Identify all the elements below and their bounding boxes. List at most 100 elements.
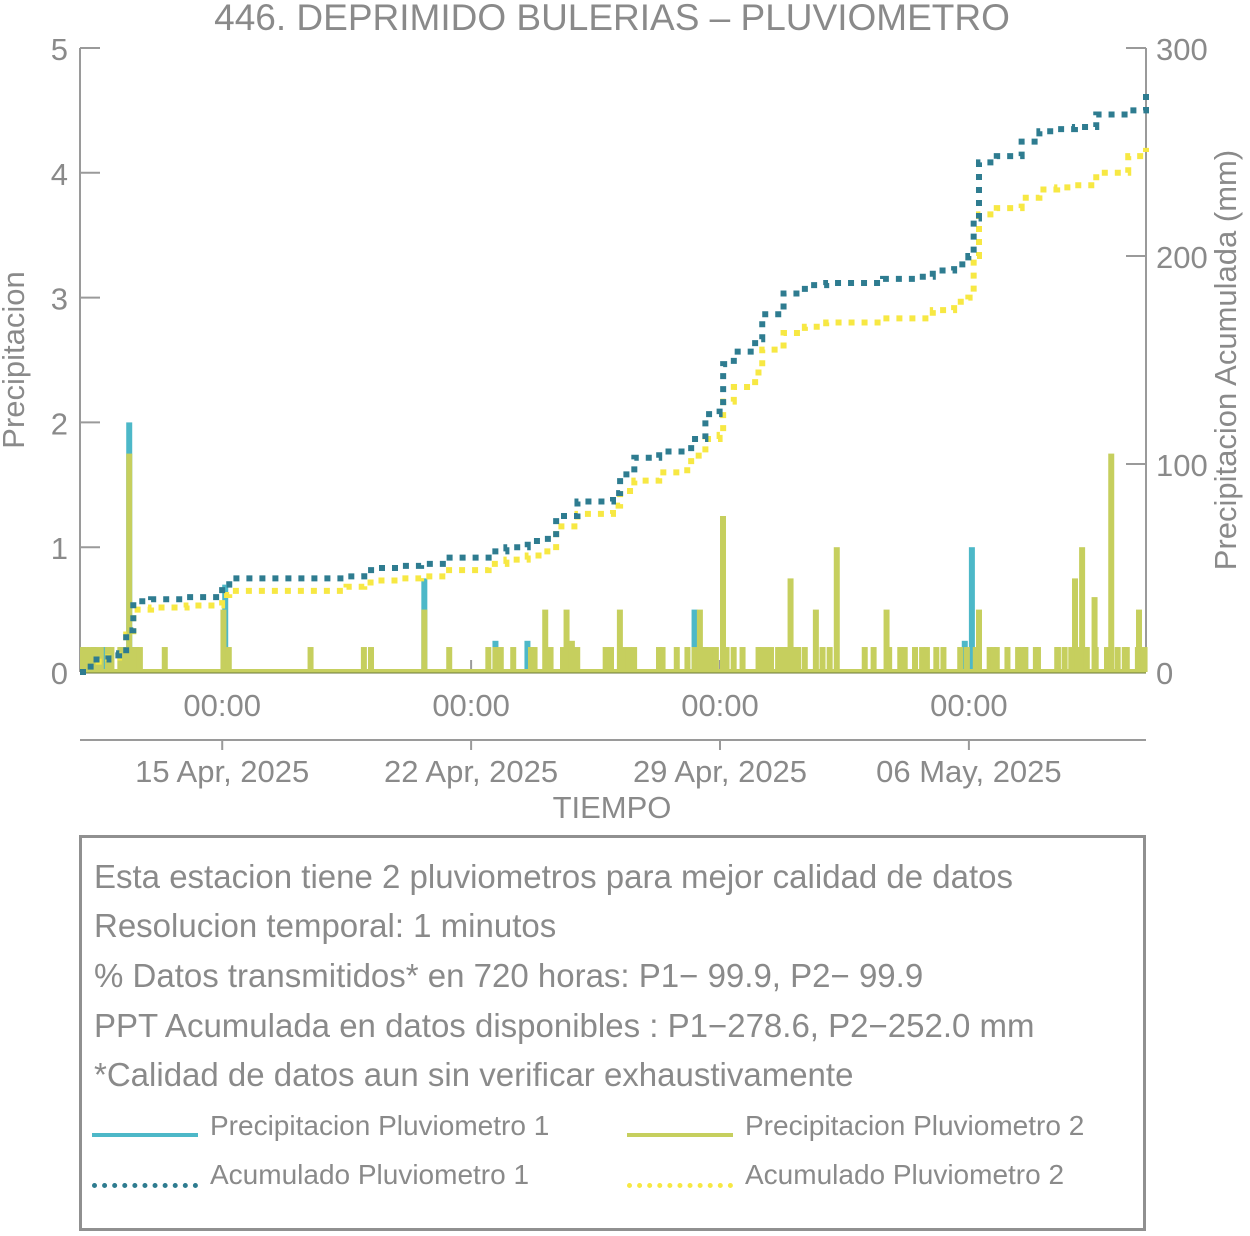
bar-p2	[723, 647, 730, 672]
bar-p1	[524, 640, 531, 672]
bar-p2	[542, 609, 549, 672]
bar-p2	[1141, 647, 1148, 672]
bar-p2	[602, 647, 609, 672]
bar-p2	[368, 647, 374, 672]
bar-p2	[108, 647, 115, 672]
bar-p2	[673, 647, 680, 672]
bar-p2	[1083, 647, 1090, 672]
y2-tick-label: 300	[1156, 32, 1208, 67]
bar-p2	[122, 647, 129, 672]
y-tick-label: 1	[51, 531, 68, 566]
bar-p2	[1022, 647, 1029, 672]
bar-p2	[801, 647, 808, 672]
bar-p2	[691, 647, 698, 672]
x-tick-label-date: 29 Apr, 2025	[633, 754, 807, 789]
series-line-cum-p2	[80, 147, 1149, 675]
legend-label-p2-cum: Acumulado Pluviometro 2	[745, 1159, 1065, 1190]
bar-p2	[620, 647, 627, 672]
bar-p2	[1074, 647, 1081, 672]
bar-p2	[684, 647, 691, 672]
bar-p2	[568, 640, 575, 672]
bar-p2	[986, 647, 993, 672]
note-transmitted: % Datos transmitidos* en 720 horas: P1− …	[94, 957, 924, 994]
bar-p2	[1123, 647, 1130, 672]
bar-p2	[126, 453, 133, 672]
bar-p2	[136, 647, 143, 672]
bar-p2	[768, 647, 774, 672]
bar-p2	[901, 647, 908, 672]
legend-swatch-p2-cum	[627, 1183, 733, 1188]
x-tick-label-time: 00:00	[432, 688, 510, 723]
x-tick-label-time: 00:00	[681, 688, 759, 723]
bar-p2	[80, 647, 86, 672]
bar-p2	[510, 647, 517, 672]
bar-p2	[912, 647, 918, 672]
y-tick-label: 0	[51, 656, 68, 691]
bar-p2	[812, 609, 819, 672]
x-tick-label-date: 06 May, 2025	[876, 754, 1062, 789]
legend-label-p1-bar: Precipitacion Pluviometro 1	[210, 1110, 550, 1141]
bar-p2	[1079, 547, 1086, 672]
chart-area: 0 1 2 3 4 5 0 100 200 300 00:00 00:00 00:00 00:00 15 A…	[0, 0, 1243, 825]
bar-p2	[819, 647, 826, 672]
bar-p2	[492, 647, 499, 672]
bar-p2	[574, 647, 581, 672]
bar-p2	[1034, 647, 1041, 672]
bar-p2	[940, 647, 947, 672]
bar-p2	[131, 647, 138, 672]
x-tick-label-time: 00:00	[930, 688, 1008, 723]
bar-p1	[968, 547, 975, 672]
bar-p2	[870, 647, 877, 672]
bar-p2	[777, 647, 784, 672]
bar-p2	[696, 609, 703, 672]
bar-p2	[220, 609, 227, 672]
bar-p2	[560, 647, 566, 672]
x-tick-label-date: 15 Apr, 2025	[135, 754, 309, 789]
y-axis-label: Precipitacion	[0, 271, 31, 448]
bar-p2	[307, 647, 314, 672]
bar-p2	[625, 647, 632, 672]
bar-p2	[547, 647, 554, 672]
bar-p2	[83, 647, 90, 672]
bar-p2	[990, 647, 997, 672]
y2-tick-label: 0	[1156, 656, 1173, 691]
bar-p2	[707, 647, 714, 672]
info-legend-box: Esta estacion tiene 2 pluviometros para …	[79, 835, 1146, 1231]
bar-p2	[656, 647, 662, 672]
bar-p2	[784, 647, 791, 672]
bar-p2	[87, 647, 94, 672]
bar-p2	[720, 516, 726, 672]
bar-p2	[1134, 647, 1141, 672]
x-axis-label: TIEMPO	[553, 790, 672, 825]
bar-p2	[826, 647, 833, 672]
bar-p2	[1061, 647, 1068, 672]
legend-swatch-p2-bar	[627, 1133, 733, 1137]
bar-p2	[485, 647, 492, 672]
bar-p2	[1092, 647, 1099, 672]
bar-p2	[421, 609, 428, 672]
bar-p2	[446, 647, 453, 672]
y2-tick-label: 100	[1156, 448, 1208, 483]
bar-p2	[757, 647, 764, 672]
legend-label-p1-cum: Acumulado Pluviometro 1	[210, 1159, 530, 1190]
y2-tick-label: 200	[1156, 240, 1208, 275]
bar-p1	[691, 609, 698, 672]
note-resolution: Resolucion temporal: 1 minutos	[94, 907, 557, 944]
bar-p2	[790, 647, 797, 672]
bar-p2	[730, 647, 737, 672]
bar-p2	[861, 647, 868, 672]
bar-p2	[497, 647, 504, 672]
bar-p2	[897, 647, 904, 672]
bar-p2	[1108, 453, 1115, 672]
bar-p2	[608, 647, 614, 672]
bar-p2	[972, 647, 979, 672]
note-accumulated: PPT Acumulada en datos disponibles : P1−…	[94, 1007, 1035, 1044]
legend-label-p2-bar: Precipitacion Pluviometro 2	[745, 1110, 1085, 1141]
bar-p2	[883, 609, 890, 672]
x-tick-label-time: 00:00	[183, 688, 261, 723]
series-line-cum-p1	[80, 92, 1149, 675]
bar-p2	[923, 647, 930, 672]
bar-p2	[795, 647, 802, 672]
bar-p2	[993, 647, 1000, 672]
bar-p1	[101, 647, 108, 672]
